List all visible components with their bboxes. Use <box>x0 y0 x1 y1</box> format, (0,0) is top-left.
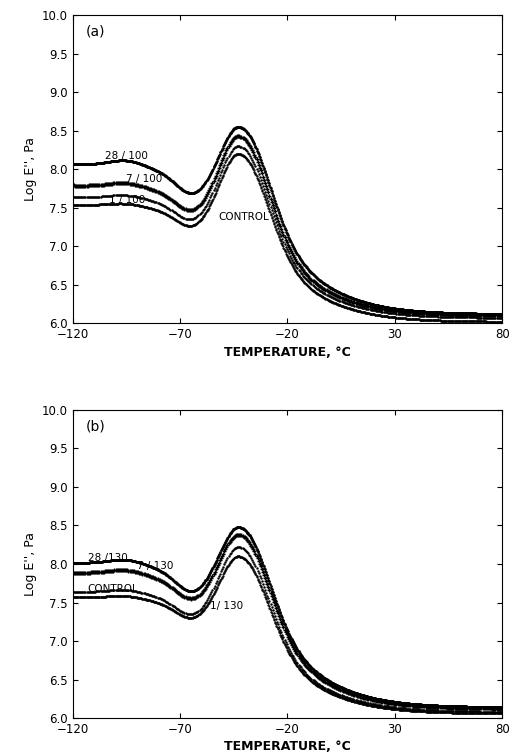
Text: 28 / 100: 28 / 100 <box>105 151 148 161</box>
Text: 1/ 130: 1/ 130 <box>210 601 243 611</box>
Text: 7 / 100: 7 / 100 <box>126 174 163 184</box>
Text: CONTROL: CONTROL <box>219 212 269 222</box>
Text: 28 /130: 28 /130 <box>88 553 127 563</box>
Text: CONTROL: CONTROL <box>88 584 138 594</box>
Y-axis label: Log E'', Pa: Log E'', Pa <box>24 532 37 596</box>
Y-axis label: Log E'', Pa: Log E'', Pa <box>24 138 37 201</box>
Text: (b): (b) <box>85 419 105 433</box>
Text: 1 / 100: 1 / 100 <box>109 195 146 205</box>
X-axis label: TEMPERATURE, °C: TEMPERATURE, °C <box>224 345 351 358</box>
Text: (a): (a) <box>85 24 105 39</box>
X-axis label: TEMPERATURE, °C: TEMPERATURE, °C <box>224 740 351 753</box>
Text: 7 / 130: 7 / 130 <box>137 561 174 572</box>
